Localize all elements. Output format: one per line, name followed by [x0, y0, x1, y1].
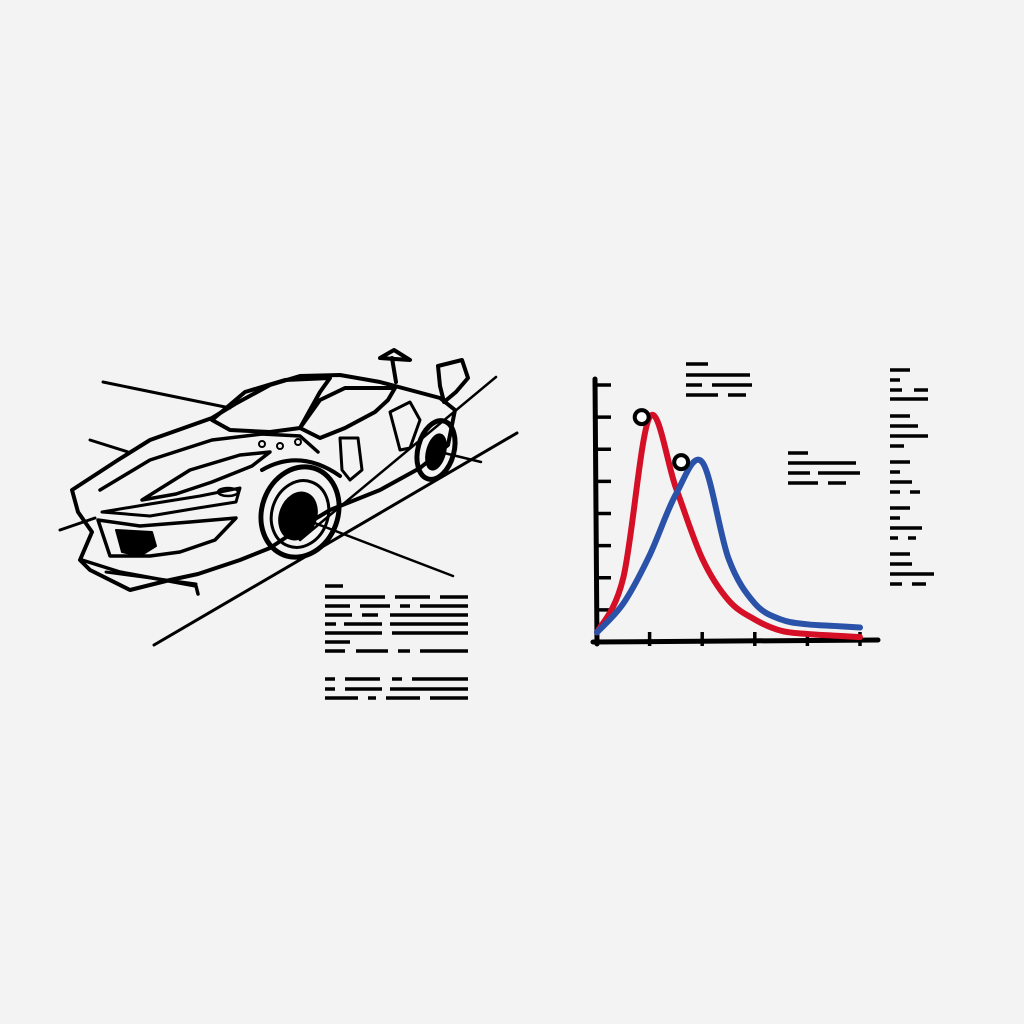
road-line-back — [298, 375, 498, 542]
peak-annotation-blue — [788, 451, 860, 485]
chart-series — [594, 411, 863, 641]
speed-line — [88, 438, 130, 454]
speed-line — [58, 516, 97, 532]
car-side-vent — [338, 436, 364, 482]
side-notes-block — [890, 368, 934, 586]
car-hood-vent — [140, 450, 272, 502]
car-lower-line — [104, 570, 198, 586]
chart-peak-markers — [632, 408, 691, 472]
peak-marker-red — [632, 408, 651, 427]
car-rear-wheel — [414, 418, 458, 482]
speed-line — [101, 380, 232, 410]
road-line-front — [152, 431, 519, 647]
car-rear-panel — [388, 400, 422, 452]
car-hood-dot — [276, 442, 284, 450]
peak-marker-blue — [672, 453, 691, 472]
peak-annotation-red — [686, 362, 752, 397]
car-side-window — [298, 386, 397, 440]
y-axis — [592, 376, 600, 647]
line-chart — [590, 376, 881, 647]
car-icon — [58, 348, 519, 647]
car-bumper — [96, 516, 238, 558]
series-line-blue — [594, 456, 863, 636]
car-caption-block — [325, 584, 468, 700]
x-axis — [590, 637, 881, 645]
car-windshield — [210, 376, 332, 434]
car-headlight — [100, 486, 242, 518]
car-grille — [115, 529, 157, 557]
car-hood-dot — [258, 440, 266, 448]
car-badge — [216, 486, 240, 498]
car-front-wheel — [258, 458, 342, 560]
chart-axes — [590, 376, 881, 647]
series-line-red — [594, 411, 863, 641]
leader-line — [438, 450, 483, 464]
car-rear-wing — [378, 348, 470, 404]
car-hood — [98, 432, 320, 492]
car-hood-dot — [294, 438, 302, 446]
